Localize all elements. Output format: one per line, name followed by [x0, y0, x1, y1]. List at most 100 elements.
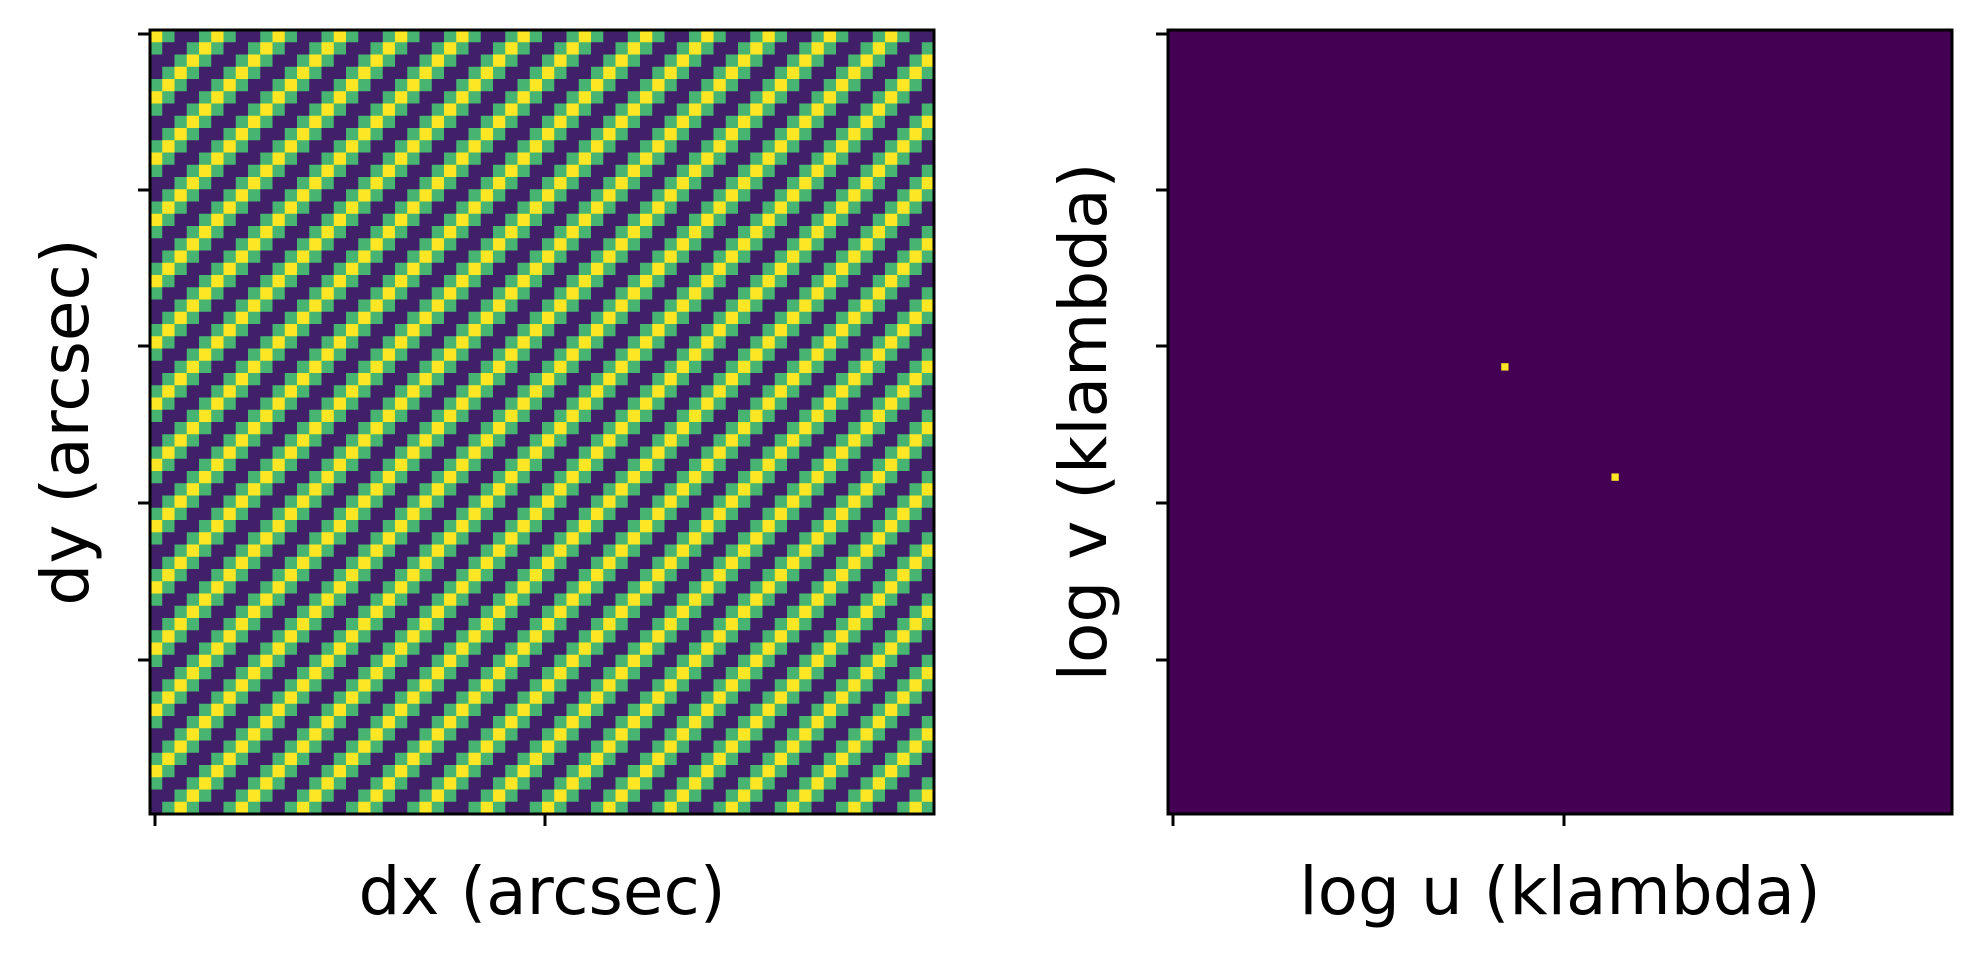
heatmap-cell [174, 777, 188, 791]
heatmap-cell [652, 287, 666, 301]
heatmap-cell [921, 765, 935, 778]
heatmap-cell [150, 654, 163, 668]
heatmap-cell [235, 593, 249, 607]
heatmap-cell [725, 667, 739, 680]
heatmap-cell [664, 605, 678, 619]
heatmap-cell [750, 569, 764, 582]
heatmap-cell [468, 789, 482, 803]
heatmap-cell [480, 801, 494, 815]
heatmap-cell [174, 740, 188, 754]
heatmap-cell [713, 556, 727, 570]
heatmap-cell [358, 691, 372, 705]
heatmap-cell [235, 691, 249, 705]
heatmap-cell [823, 54, 837, 68]
heatmap-cell [774, 238, 788, 252]
heatmap-cell [848, 593, 862, 607]
heatmap-cell [517, 581, 531, 595]
heatmap-cell [382, 91, 396, 105]
heatmap-cell [456, 752, 470, 766]
heatmap-cell [774, 446, 788, 460]
heatmap-cell [799, 299, 813, 313]
heatmap-cell [407, 140, 421, 154]
heatmap-cell [321, 556, 335, 570]
heatmap-cell [689, 777, 702, 791]
heatmap-cell [750, 373, 764, 386]
heatmap-cell [640, 740, 653, 754]
heatmap-cell [860, 336, 874, 350]
heatmap-cell [431, 336, 445, 350]
heatmap-cell [309, 409, 323, 423]
heatmap-cell [640, 544, 653, 558]
heatmap-cell [272, 42, 286, 56]
heatmap-cell [787, 446, 800, 460]
heatmap-cell [713, 483, 727, 497]
heatmap-cell [199, 164, 212, 178]
heatmap-cell [823, 544, 837, 558]
heatmap-cell [566, 605, 580, 619]
heatmap-cell [223, 507, 237, 521]
heatmap-cell [456, 336, 470, 350]
heatmap-cell [284, 409, 298, 423]
heatmap-cell [652, 213, 666, 227]
heatmap-cell [186, 765, 200, 778]
heatmap-cell [419, 544, 433, 558]
heatmap-cell [848, 471, 862, 484]
heatmap-cell [652, 177, 666, 190]
heatmap-cell [382, 164, 396, 178]
heatmap-cell [603, 213, 617, 227]
heatmap-cell [823, 177, 837, 190]
heatmap-cell [823, 140, 837, 154]
heatmap-cell [174, 336, 188, 350]
heatmap-cell [885, 556, 898, 570]
heatmap-cell [162, 385, 176, 399]
heatmap-cell [713, 79, 727, 92]
heatmap-cell [309, 752, 323, 766]
heatmap-cell [615, 54, 629, 68]
heatmap-cell [174, 691, 188, 705]
heatmap-cell [321, 716, 335, 729]
heatmap-cell [909, 556, 923, 570]
heatmap-cell [468, 409, 482, 423]
heatmap-cell [897, 42, 911, 56]
heatmap-cell [358, 66, 372, 80]
heatmap-cell [456, 716, 470, 729]
heatmap-cell [284, 140, 298, 154]
heatmap-cell [493, 667, 506, 680]
heatmap-cell [713, 471, 727, 484]
heatmap-cell [456, 201, 470, 215]
heatmap-cell [248, 409, 261, 423]
heatmap-cell [701, 115, 715, 129]
heatmap-cell [652, 115, 666, 129]
heatmap-cell [407, 336, 421, 350]
heatmap-cell [591, 752, 604, 766]
heatmap-cell [211, 275, 225, 288]
heatmap-cell [395, 213, 408, 227]
heatmap-cell [382, 128, 396, 141]
heatmap-cell [407, 213, 421, 227]
heatmap-cell [260, 471, 274, 484]
heatmap-cell [431, 507, 445, 521]
heatmap-cell [542, 446, 555, 460]
heatmap-cell [676, 66, 690, 80]
heatmap-cell [468, 495, 482, 509]
heatmap-cell [774, 544, 788, 558]
heatmap-cell [872, 801, 886, 815]
heatmap-cell [162, 679, 176, 693]
heatmap-cell [284, 471, 298, 484]
heatmap-cell [370, 79, 384, 92]
heatmap-cell [566, 593, 580, 607]
heatmap-cell [309, 336, 323, 350]
heatmap-cell [468, 581, 482, 595]
heatmap-cell [823, 801, 837, 815]
heatmap-cell [921, 703, 935, 717]
heatmap-cell [211, 679, 225, 693]
heatmap-cell [517, 152, 531, 166]
heatmap-cell [309, 373, 323, 386]
heatmap-cell [150, 434, 163, 448]
heatmap-cell [591, 324, 604, 337]
heatmap-cell [321, 30, 335, 43]
heatmap-cell [860, 532, 874, 546]
heatmap-cell [358, 777, 372, 791]
heatmap-cell [248, 91, 261, 105]
heatmap-cell [750, 446, 764, 460]
